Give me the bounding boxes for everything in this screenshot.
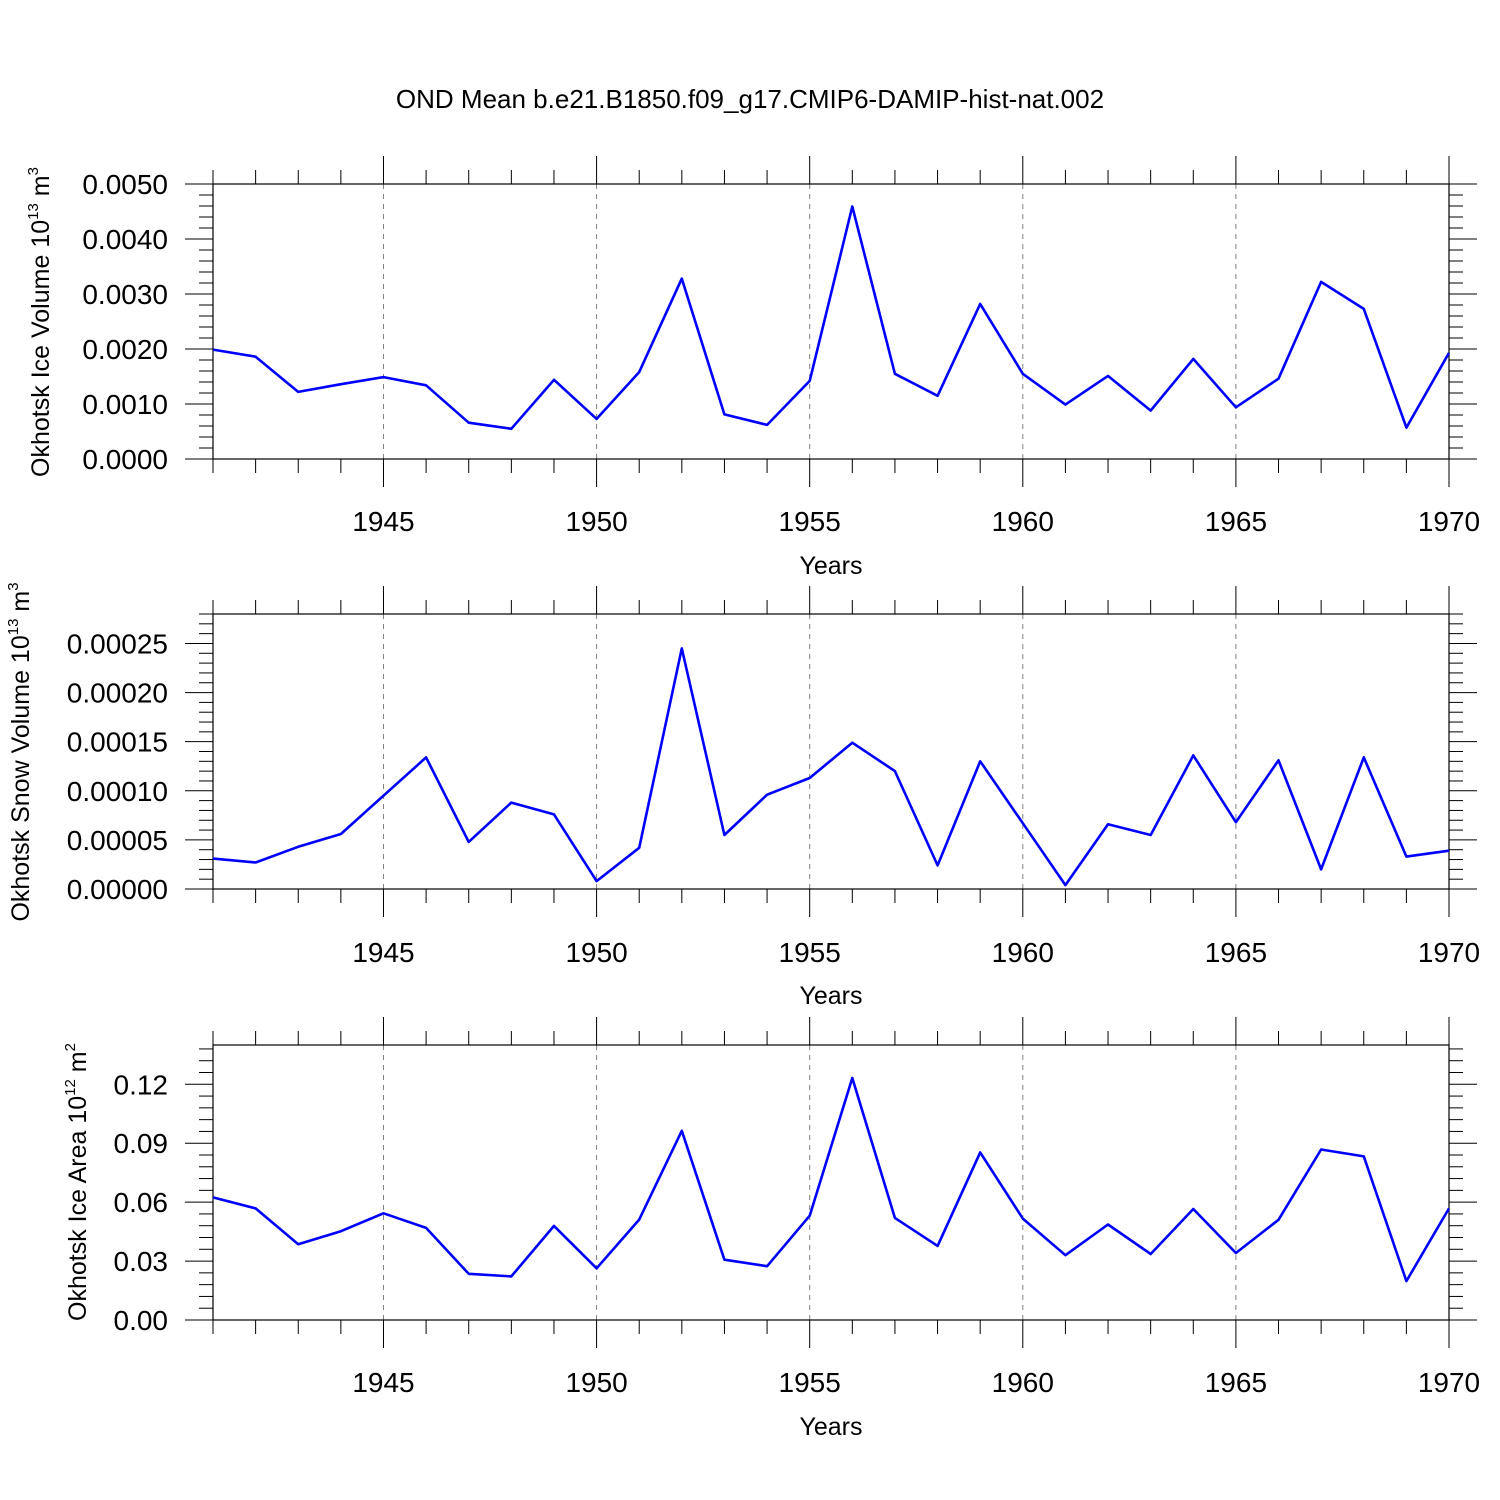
y-axis-label-text: Okhotsk Snow Volume 10: [7, 635, 35, 921]
y-axis-label-superscript: 13: [25, 203, 42, 220]
y-tick-label: 0.03: [114, 1246, 169, 1277]
x-tick-label: 1970: [1418, 1367, 1480, 1398]
y-axis-label-text: Okhotsk Ice Volume 10: [27, 220, 55, 477]
y-axis-label-text: m: [7, 591, 35, 619]
x-axis-label: Years: [799, 1413, 862, 1441]
x-tick-label: 1965: [1205, 937, 1267, 968]
y-tick-label: 0.06: [114, 1187, 169, 1218]
figure-title: OND Mean b.e21.B1850.f09_g17.CMIP6-DAMIP…: [396, 84, 1104, 114]
x-tick-label: 1960: [992, 937, 1054, 968]
x-tick-label: 1960: [992, 1367, 1054, 1398]
x-axis-label: Years: [799, 552, 862, 580]
y-tick-label: 0.09: [114, 1128, 169, 1159]
x-tick-label: 1955: [779, 1367, 841, 1398]
series-line: [212, 205, 1451, 431]
y-axis-label-superscript: 12: [62, 1079, 79, 1096]
y-axis-label: Okhotsk Ice Area 1012 m2: [62, 1043, 92, 1321]
y-axis-label-superscript: 2: [62, 1043, 79, 1051]
y-tick-label: 0.0010: [82, 389, 168, 420]
x-tick-label: 1945: [352, 937, 414, 968]
y-tick-label: 0.00010: [67, 776, 168, 807]
panel-2: 0.00000 0.00005 0.00010 0.00015 0.00020 0.000…: [5, 582, 1480, 1010]
y-tick-label: 0.0030: [82, 279, 168, 310]
x-tick-label: 1965: [1205, 506, 1267, 537]
x-tick-label: 1970: [1418, 937, 1480, 968]
y-tick-label: 0.00025: [67, 628, 168, 659]
y-axis-label-text: Okhotsk Ice Area 10: [64, 1096, 92, 1321]
y-axis-label-text: m: [27, 175, 55, 203]
y-tick-label: 0.0000: [82, 444, 168, 475]
y-tick-label: 0.00000: [67, 874, 168, 905]
panels: 0.0000 0.0010 0.0020 0.0030 0.0040 0.0050 1945…: [5, 156, 1480, 1441]
y-tick-label: 0.00005: [67, 825, 168, 856]
series-line: [212, 1076, 1451, 1283]
x-tick-label: 1950: [565, 506, 627, 537]
panel-3: 0.00 0.03 0.06 0.09 0.12 1945 1950 1955 1960 1965…: [62, 1017, 1480, 1441]
x-tick-label: 1965: [1205, 1367, 1267, 1398]
y-tick-label: 0.00020: [67, 678, 168, 709]
x-tick-label: 1950: [565, 937, 627, 968]
y-axis-label: Okhotsk Ice Volume 1013 m3: [25, 167, 55, 477]
x-tick-label: 1955: [779, 506, 841, 537]
x-tick-label: 1945: [352, 506, 414, 537]
plot-frame: [212, 1044, 1450, 1321]
x-axis-label: Years: [799, 982, 862, 1010]
x-tick-label: 1955: [779, 937, 841, 968]
x-tick-label: 1950: [565, 1367, 627, 1398]
y-axis-label: Okhotsk Snow Volume 1013 m3: [5, 582, 35, 921]
y-tick-label: 0.0050: [82, 169, 168, 200]
y-tick-label: 0.0040: [82, 224, 168, 255]
panel-1: 0.0000 0.0010 0.0020 0.0030 0.0040 0.0050 1945…: [25, 156, 1480, 580]
x-tick-label: 1970: [1418, 506, 1480, 537]
y-tick-label: 0.00015: [67, 727, 168, 758]
y-axis-label-superscript: 3: [25, 167, 42, 175]
y-axis-label-text: m: [64, 1051, 92, 1079]
plot-frame: [212, 613, 1450, 890]
y-axis-label-superscript: 13: [5, 619, 22, 636]
x-tick-label: 1945: [352, 1367, 414, 1398]
y-axis-label-superscript: 3: [5, 582, 22, 590]
series-line: [212, 647, 1450, 887]
y-tick-label: 0.12: [114, 1069, 169, 1100]
y-tick-label: 0.00: [114, 1305, 169, 1336]
plot-frame: [212, 183, 1450, 460]
x-tick-label: 1960: [992, 506, 1054, 537]
y-tick-label: 0.0020: [82, 334, 168, 365]
